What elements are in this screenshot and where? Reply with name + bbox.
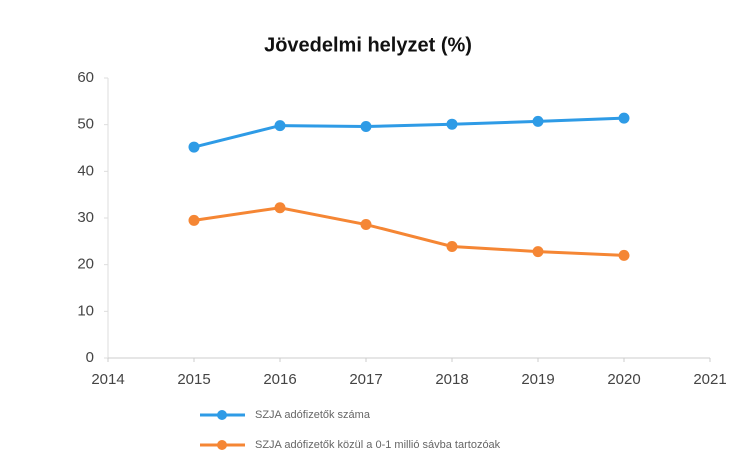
point	[360, 121, 372, 133]
x-tick-label: 2019	[521, 371, 554, 388]
point	[532, 246, 544, 258]
y-tick-label: 60	[77, 69, 94, 86]
point	[618, 112, 630, 124]
point	[188, 214, 200, 226]
series-line	[193, 206, 625, 257]
point	[446, 240, 458, 252]
x-tick-label: 2018	[435, 371, 468, 388]
y-tick-label: 40	[77, 162, 94, 179]
chart-title: Jövedelmi helyzet (%)	[264, 34, 472, 56]
point	[532, 115, 544, 127]
y-tick-label: 0	[86, 349, 94, 366]
x-tick-label: 2017	[349, 371, 382, 388]
x-tick-label: 2016	[263, 371, 296, 388]
point	[618, 249, 630, 261]
legend-marker	[217, 440, 227, 450]
point	[446, 118, 458, 130]
point	[274, 120, 286, 132]
x-tick-label: 2015	[177, 371, 210, 388]
point	[360, 219, 372, 231]
y-tick-label: 30	[77, 209, 94, 226]
legend-text: SZJA adófizetők száma	[255, 409, 371, 421]
x-tick-label: 2014	[91, 371, 124, 388]
legend-text: SZJA adófizetők közül a 0-1 millió sávba…	[255, 439, 501, 451]
y-tick-label: 50	[77, 116, 94, 133]
x-tick-label: 2021	[693, 371, 726, 388]
y-tick-label: 20	[77, 256, 94, 273]
series-line	[193, 116, 625, 149]
point	[274, 202, 286, 214]
y-tick-label: 10	[77, 302, 94, 319]
legend-marker	[217, 410, 227, 420]
x-tick-label: 2020	[607, 371, 640, 388]
point	[188, 141, 200, 153]
